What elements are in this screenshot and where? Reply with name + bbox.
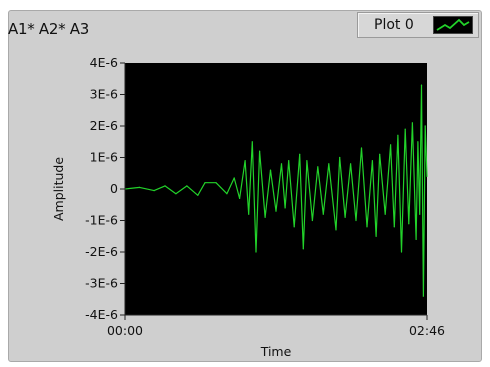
- y-tick-label: -4E-6: [85, 307, 118, 322]
- data-point: [350, 163, 352, 165]
- data-point: [384, 213, 386, 215]
- data-point: [317, 166, 319, 168]
- data-point: [379, 153, 381, 155]
- data-point: [269, 169, 272, 171]
- data-point: [426, 175, 428, 177]
- data-point: [366, 226, 368, 228]
- y-tick-label: 1E-6: [90, 150, 118, 165]
- data-point: [322, 213, 324, 215]
- trace-layer: [124, 84, 428, 297]
- y-axis-label: Amplitude: [51, 157, 66, 221]
- data-point: [288, 160, 290, 162]
- data-point: [255, 251, 257, 253]
- data-point: [204, 182, 206, 184]
- data-point: [344, 216, 346, 218]
- data-point: [339, 156, 341, 159]
- data-point: [420, 84, 423, 86]
- data-point: [251, 141, 253, 143]
- data-point: [186, 185, 188, 187]
- data-point: [226, 193, 228, 195]
- data-point: [280, 163, 283, 165]
- data-point: [393, 226, 395, 228]
- data-point: [275, 210, 277, 212]
- data-point: [139, 186, 141, 188]
- data-point: [302, 248, 304, 250]
- data-point: [411, 122, 413, 124]
- data-point: [299, 153, 301, 155]
- data-point: [417, 141, 419, 143]
- data-point: [197, 194, 199, 196]
- data-point: [375, 235, 377, 237]
- axis-layer: 4E-6 3E-6 2E-6 1E-6 0 -1E-6 -2E-6 -3E-6 -4E-600:…: [85, 55, 445, 338]
- data-point: [264, 216, 266, 218]
- data-point: [360, 147, 363, 149]
- data-point: [175, 193, 177, 195]
- data-point: [248, 213, 250, 215]
- y-tick-label: 3E-6: [90, 87, 118, 102]
- data-point: [355, 219, 357, 222]
- data-point: [390, 144, 392, 146]
- data-point: [284, 207, 286, 209]
- y-tick-label: -2E-6: [85, 244, 118, 259]
- data-point: [400, 251, 403, 253]
- x-tick-label: 00:00: [107, 323, 143, 338]
- data-point: [422, 295, 424, 297]
- data-point: [239, 197, 241, 199]
- legend-plot-label: Plot 0: [374, 17, 414, 33]
- plot-legend[interactable]: Plot 0: [357, 12, 479, 38]
- y-tick-label: 2E-6: [90, 118, 118, 133]
- data-point: [293, 226, 295, 228]
- data-point: [371, 160, 373, 162]
- data-point: [244, 160, 246, 162]
- data-point: [404, 128, 406, 130]
- data-point: [306, 160, 308, 162]
- data-point: [233, 177, 235, 179]
- graph-title: A1* A2* A3: [8, 20, 89, 38]
- green-trace-icon: [433, 16, 473, 34]
- data-point: [335, 229, 337, 231]
- data-point: [419, 213, 421, 215]
- y-tick-label: 4E-6: [90, 55, 118, 70]
- y-tick-label: -3E-6: [85, 276, 118, 291]
- data-point: [328, 163, 330, 165]
- data-point: [397, 134, 399, 136]
- x-tick-label: 02:46: [409, 323, 445, 338]
- series-line-0: [124, 84, 428, 297]
- data-point: [259, 150, 261, 152]
- plot-area[interactable]: [125, 63, 427, 315]
- x-axis-label: Time: [260, 344, 292, 359]
- y-tick-label: -1E-6: [85, 213, 118, 228]
- data-point: [408, 223, 410, 225]
- y-tick-label: 0: [110, 181, 118, 196]
- data-point: [153, 190, 155, 192]
- data-point: [311, 219, 313, 222]
- data-point: [164, 185, 166, 187]
- data-point: [215, 182, 217, 184]
- data-point: [415, 238, 417, 240]
- data-point: [424, 125, 426, 127]
